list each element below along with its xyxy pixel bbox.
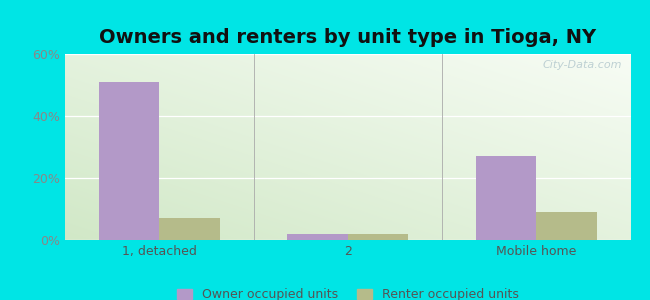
Bar (99, 82, 159, 240)
Legend: Owner occupied units, Renter occupied units: Owner occupied units, Renter occupied un… (172, 284, 524, 300)
Bar (159, 218, 220, 240)
Text: City-Data.com: City-Data.com (543, 60, 622, 70)
Bar (348, 234, 408, 240)
Bar (536, 212, 597, 240)
Title: Owners and renters by unit type in Tioga, NY: Owners and renters by unit type in Tioga… (99, 28, 596, 47)
Bar (287, 234, 348, 240)
Bar (476, 156, 536, 240)
